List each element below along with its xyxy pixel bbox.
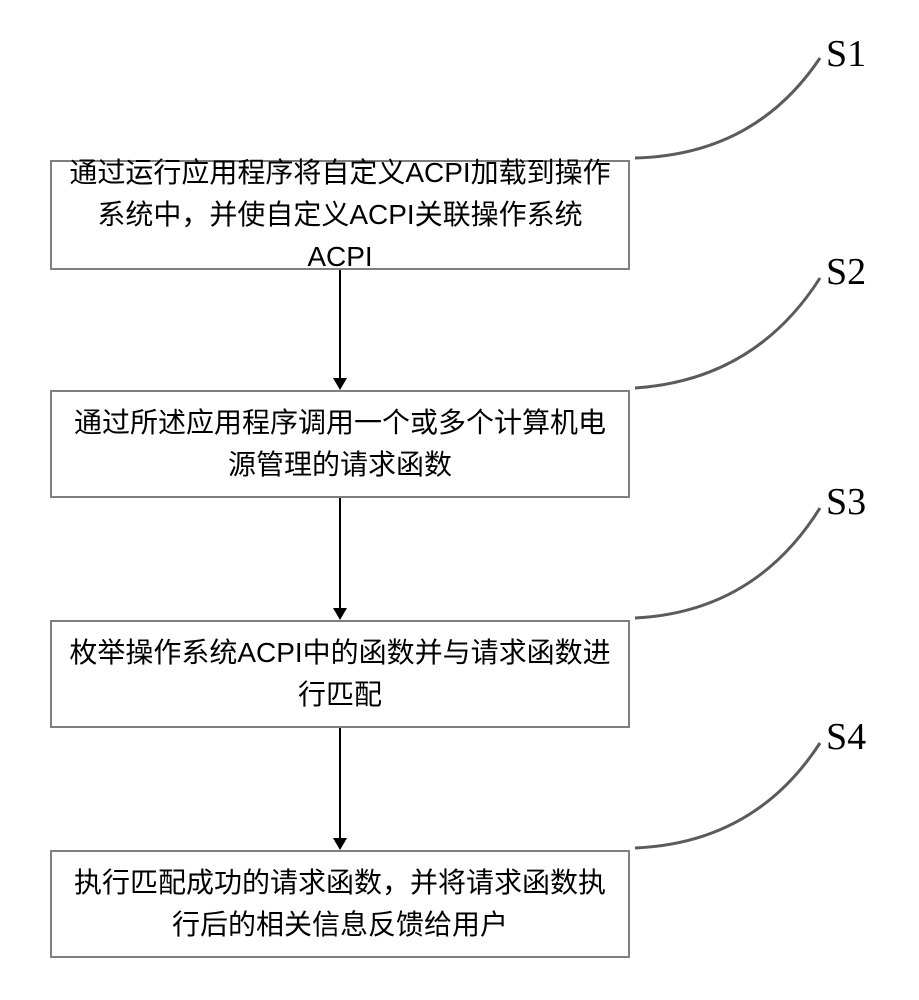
flowchart-container: 通过运行应用程序将自定义ACPI加载到操作系统中，并使自定义ACPI关联操作系统… xyxy=(0,0,919,1000)
leader-curve xyxy=(635,743,820,848)
leader-curve xyxy=(635,278,820,388)
leader-curve xyxy=(635,508,820,618)
curves-layer xyxy=(0,0,919,1000)
leader-curve xyxy=(635,58,820,158)
